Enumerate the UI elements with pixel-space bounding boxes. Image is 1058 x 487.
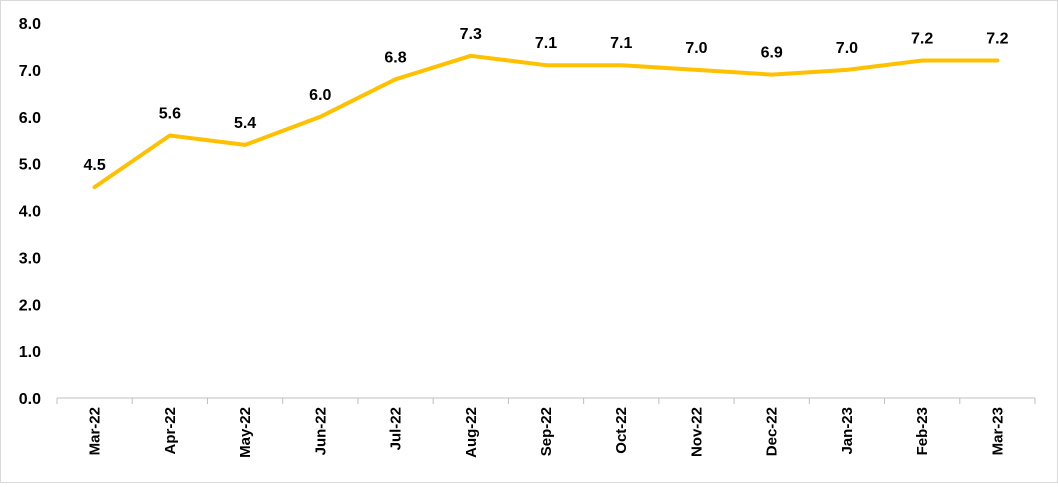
data-label: 6.8 [384, 49, 406, 66]
data-label: 7.2 [911, 31, 933, 48]
x-tick-label: May-22 [237, 407, 254, 458]
x-tick-label: Apr-22 [162, 407, 179, 455]
y-axis-ticks: 0.0 1.0 2.0 3.0 4.0 5.0 6.0 7.0 8.0 [19, 16, 41, 408]
data-label: 7.1 [535, 35, 557, 52]
x-tick-label: Feb-23 [914, 407, 931, 455]
series-line [92, 53, 1000, 190]
data-label: 7.2 [986, 31, 1008, 48]
x-tick-label: Mar-22 [87, 407, 104, 455]
x-tick-label: Jul-22 [388, 407, 405, 450]
x-tick-label: Jun-22 [312, 407, 329, 455]
y-tick-label: 5.0 [19, 157, 41, 174]
x-axis-ticks: Mar-22 Apr-22 May-22 Jun-22 Jul-22 Aug-22 Sep-… [87, 407, 1007, 458]
x-tick-label: Dec-22 [764, 407, 781, 456]
x-tick-label: Mar-23 [989, 407, 1006, 455]
axes [56, 397, 1036, 404]
data-label: 7.0 [685, 40, 707, 57]
y-tick-label: 4.0 [19, 204, 41, 221]
x-tick-label: Oct-22 [613, 407, 630, 454]
y-tick-label: 0.0 [19, 391, 41, 408]
data-label: 5.6 [159, 106, 181, 123]
y-tick-label: 2.0 [19, 297, 41, 314]
x-tick-label: Sep-22 [538, 407, 555, 456]
y-tick-label: 6.0 [19, 110, 41, 127]
x-tick-label: Nov-22 [688, 407, 705, 457]
y-tick-label: 7.0 [19, 63, 41, 80]
x-tick-label: Aug-22 [463, 407, 480, 458]
data-label: 4.5 [83, 157, 105, 174]
data-label: 7.1 [610, 35, 632, 52]
x-tick-label: Jan-23 [839, 407, 856, 455]
data-label: 5.4 [234, 115, 256, 132]
data-label: 7.3 [460, 26, 482, 43]
y-tick-label: 8.0 [19, 16, 41, 33]
data-label: 6.0 [309, 87, 331, 104]
y-tick-label: 3.0 [19, 250, 41, 267]
data-label: 7.0 [836, 40, 858, 57]
y-tick-label: 1.0 [19, 344, 41, 361]
data-labels: 4.5 5.6 5.4 6.0 6.8 7.3 7.1 7.1 7.0 6.9 7.0 7.2 7.2 [83, 26, 1008, 174]
data-label: 6.9 [761, 45, 783, 62]
